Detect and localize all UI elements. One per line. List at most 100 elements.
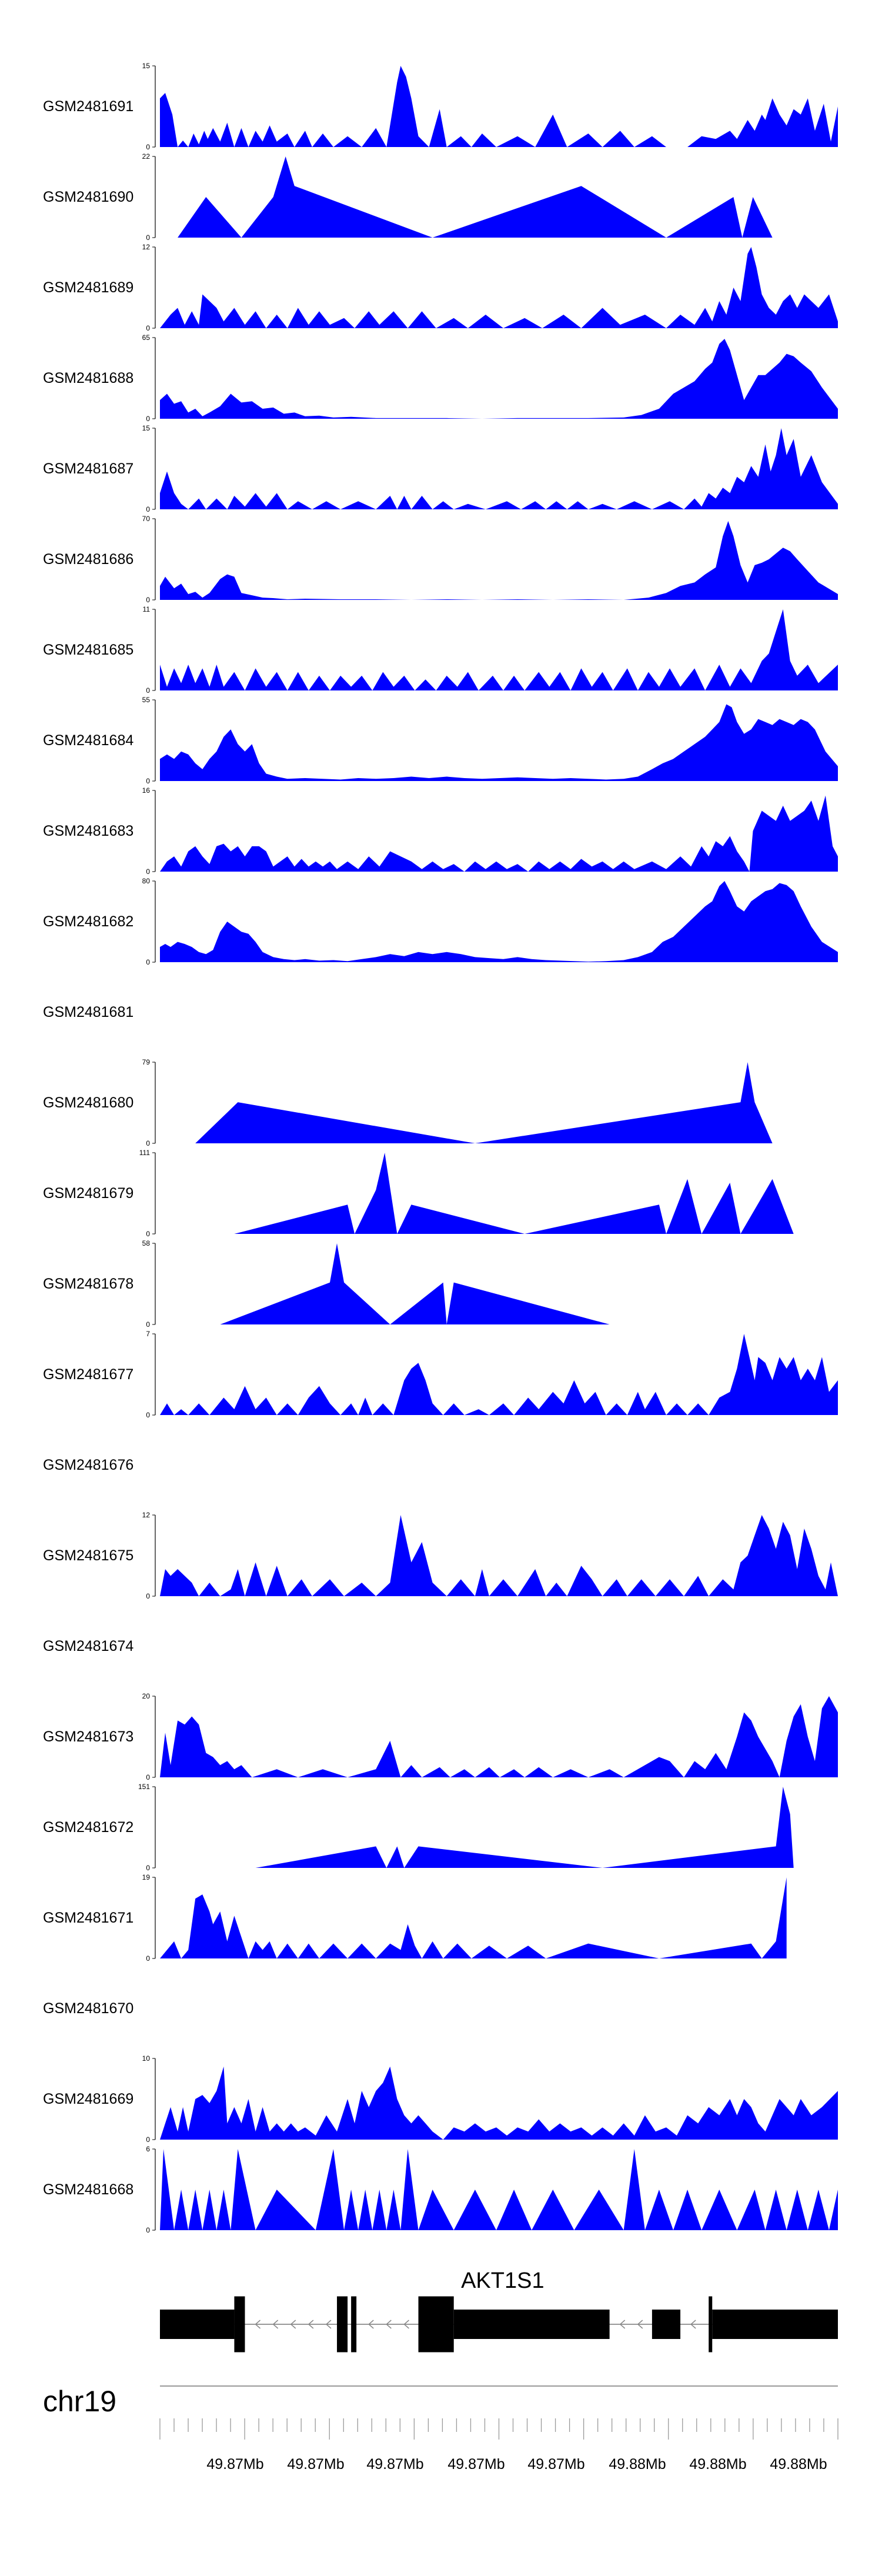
track-GSM2481689: GSM2481689 12 0 — [43, 243, 838, 332]
track-GSM2481679: GSM2481679 111 0 — [43, 1149, 794, 1238]
y-max-label: 15 — [142, 424, 151, 432]
coverage-area — [234, 1153, 794, 1234]
coverage-area — [160, 1877, 787, 1958]
track-label: GSM2481681 — [43, 1004, 133, 1020]
y-zero-label: 0 — [146, 505, 150, 513]
track-GSM2481685: GSM2481685 11 0 — [43, 605, 838, 695]
track-label: GSM2481680 — [43, 1095, 133, 1111]
y-max-label: 6 — [146, 2145, 150, 2153]
y-max-label: 151 — [138, 1783, 150, 1791]
gene-track: AKT1S1 — [160, 2268, 838, 2353]
y-max-label: 80 — [142, 877, 151, 885]
track-GSM2481687: GSM2481687 15 0 — [43, 424, 838, 513]
track-label: GSM2481668 — [43, 2181, 133, 2198]
strand-arrow — [690, 2320, 696, 2329]
gene-name-label: AKT1S1 — [461, 2268, 544, 2293]
strand-arrow — [368, 2320, 374, 2329]
track-GSM2481671: GSM2481671 19 0 — [43, 1873, 787, 1963]
exon-block — [160, 2310, 235, 2339]
y-zero-label: 0 — [146, 686, 150, 695]
coverage-area — [178, 156, 773, 238]
y-zero-label: 0 — [146, 777, 150, 785]
strand-arrow — [255, 2320, 261, 2329]
coverage-area — [160, 2149, 838, 2230]
strand-arrow — [403, 2320, 409, 2329]
y-zero-label: 0 — [146, 1773, 150, 1781]
y-max-label: 19 — [142, 1873, 151, 1881]
track-label: GSM2481691 — [43, 98, 133, 115]
track-label: GSM2481672 — [43, 1819, 133, 1836]
track-GSM2481669: GSM2481669 10 0 — [43, 2054, 838, 2144]
y-zero-label: 0 — [146, 596, 150, 604]
axis-tick-label: 49.87Mb — [206, 2456, 263, 2472]
y-max-label: 22 — [142, 152, 151, 161]
track-label: GSM2481669 — [43, 2091, 133, 2107]
track-GSM2481688: GSM2481688 65 0 — [43, 333, 838, 423]
coverage-area — [160, 609, 838, 690]
track-GSM2481677: GSM2481677 7 0 — [43, 1330, 838, 1419]
axis-minor-ticks — [159, 2418, 838, 2440]
y-zero-label: 0 — [146, 324, 150, 332]
coverage-area — [255, 1787, 794, 1868]
track-label: GSM2481678 — [43, 1276, 133, 1292]
exon-block — [418, 2296, 454, 2353]
coverage-tracks: GSM2481691150GSM2481690220GSM2481689120G… — [43, 62, 838, 2234]
track-GSM2481674: GSM2481674 — [43, 1638, 133, 1654]
track-label: GSM2481683 — [43, 823, 133, 839]
y-zero-label: 0 — [146, 233, 150, 242]
y-max-label: 7 — [146, 1330, 150, 1338]
exon-block — [351, 2296, 357, 2353]
strand-arrows — [255, 2320, 696, 2329]
y-max-label: 11 — [143, 605, 151, 613]
y-max-label: 111 — [139, 1149, 151, 1157]
coverage-area — [160, 1515, 838, 1596]
genome-axis: chr19 49.87Mb 49.87Mb 49.87Mb 49.87Mb 49.87Mb… — [43, 2385, 838, 2472]
coverage-area — [220, 1243, 610, 1324]
track-GSM2481668: GSM2481668 6 0 — [43, 2145, 838, 2234]
coverage-area — [160, 795, 838, 872]
coverage-area — [160, 339, 838, 419]
track-GSM2481676: GSM2481676 — [43, 1457, 133, 1473]
track-label: GSM2481671 — [43, 1910, 133, 1926]
track-label: GSM2481676 — [43, 1457, 133, 1473]
track-GSM2481680: GSM2481680 79 0 — [43, 1058, 773, 1147]
coverage-area — [160, 66, 838, 147]
track-label: GSM2481690 — [43, 189, 133, 205]
y-zero-label: 0 — [146, 958, 150, 966]
y-zero-label: 0 — [146, 415, 150, 423]
coverage-area — [160, 428, 838, 509]
coverage-area — [160, 881, 838, 962]
y-max-label: 15 — [142, 62, 151, 70]
track-label: GSM2481685 — [43, 642, 133, 658]
strand-arrow — [325, 2320, 332, 2329]
axis-tick-label: 49.87Mb — [527, 2456, 584, 2472]
track-label: GSM2481673 — [43, 1729, 133, 1745]
y-max-label: 12 — [142, 1511, 151, 1519]
coverage-area — [160, 2066, 838, 2140]
strand-arrow — [290, 2320, 296, 2329]
exon-block — [709, 2296, 713, 2353]
track-label: GSM2481679 — [43, 1185, 133, 1202]
track-label: GSM2481674 — [43, 1638, 133, 1654]
track-GSM2481678: GSM2481678 58 0 — [43, 1239, 610, 1329]
track-GSM2481690: GSM2481690 22 0 — [43, 152, 773, 242]
track-GSM2481681: GSM2481681 — [43, 1004, 133, 1020]
y-zero-label: 0 — [146, 1230, 150, 1238]
exon-block — [453, 2310, 610, 2339]
strand-arrow — [272, 2320, 279, 2329]
exon-block — [234, 2296, 245, 2353]
coverage-area — [160, 520, 838, 600]
track-GSM2481691: GSM2481691 15 0 — [43, 62, 838, 151]
track-label: GSM2481688 — [43, 370, 133, 386]
y-zero-label: 0 — [146, 1320, 150, 1329]
y-max-label: 55 — [142, 696, 151, 704]
y-max-label: 58 — [142, 1239, 151, 1247]
y-max-label: 70 — [142, 515, 151, 523]
chromosome-label: chr19 — [43, 2385, 116, 2418]
track-GSM2481684: GSM2481684 55 0 — [43, 696, 838, 785]
y-zero-label: 0 — [146, 1592, 150, 1600]
track-GSM2481675: GSM2481675 12 0 — [43, 1511, 838, 1600]
track-label: GSM2481677 — [43, 1366, 133, 1383]
exon-block — [712, 2310, 838, 2339]
